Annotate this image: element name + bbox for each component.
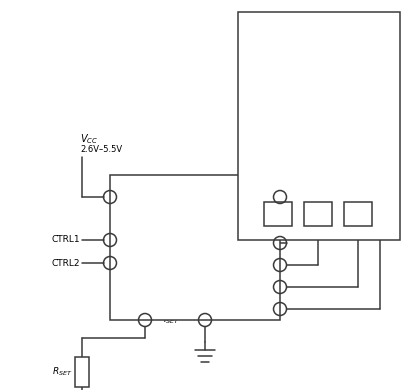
Text: FB1: FB1 [253,239,270,248]
Text: MAIN DISPLAY: MAIN DISPLAY [275,25,363,35]
Bar [238,12,400,240]
Text: FB3: FB3 [253,282,270,291]
Text: GND: GND [200,300,220,308]
Text: ADM8843: ADM8843 [157,232,233,246]
Bar [304,202,332,226]
Text: $V_{OUT}$: $V_{OUT}$ [260,178,284,192]
Text: FB2: FB2 [253,261,270,269]
Bar [264,202,292,226]
Text: $R_{SET}$: $R_{SET}$ [53,366,73,378]
Text: 2.6V–5.5V: 2.6V–5.5V [80,145,122,154]
Bar [110,175,280,320]
Text: CTRL1: CTRL1 [51,236,80,245]
Bar [344,202,372,226]
Bar [75,357,89,387]
Text: FB4: FB4 [253,305,270,314]
Text: $I_{SET}$: $I_{SET}$ [163,314,180,326]
Text: CTRL2: CTRL2 [51,259,80,268]
Text: $V_{CC}$: $V_{CC}$ [80,132,98,146]
